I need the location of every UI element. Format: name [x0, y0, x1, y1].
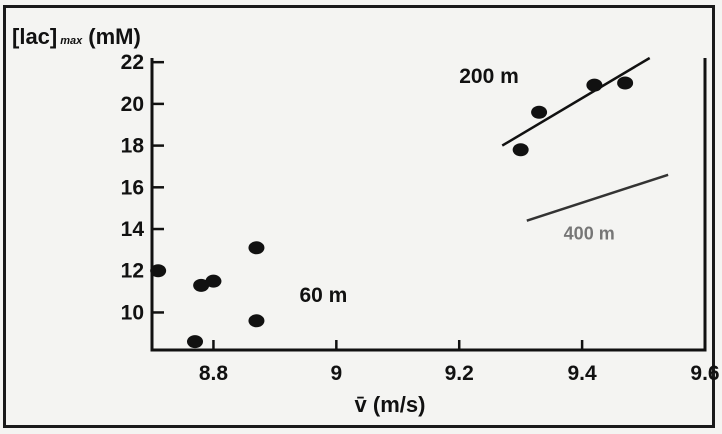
trend-line-200m: [501, 56, 651, 147]
y-axis-title-sub: max: [60, 35, 83, 47]
data-point-60m: [193, 278, 210, 292]
annotation-label: 400 m: [564, 223, 615, 243]
data-point-200m: [586, 78, 603, 92]
data-points: [150, 76, 634, 349]
trend-line-400m: [526, 173, 669, 222]
x-tick-label: 8.8: [199, 362, 229, 385]
data-point-60m: [150, 264, 167, 278]
y-tick-label: 10: [121, 301, 144, 324]
x-tick-label: 9.4: [568, 362, 598, 385]
y-tick-label: 12: [121, 260, 144, 283]
y-tick-label: 18: [121, 135, 145, 158]
y-axis-title-unit: (mM): [88, 24, 141, 49]
data-point-200m: [617, 76, 634, 90]
data-point-60m: [205, 274, 222, 288]
x-axis-ticks: 8.8 9 9.2 9.4 9.6: [199, 340, 720, 385]
x-tick-label: 9.2: [445, 362, 474, 385]
y-tick-label: 16: [121, 176, 144, 199]
figure-border: [3, 5, 715, 428]
plot-frame: [150, 58, 707, 352]
y-axis-ticks: 10 12 14 16 18 20 22: [121, 51, 164, 324]
data-point-200m: [531, 105, 548, 119]
x-tick-label: 9: [330, 362, 342, 385]
y-tick-label: 20: [121, 93, 144, 116]
y-axis-title: [lac] max (mM): [12, 24, 141, 49]
y-axis-title-main: [lac]: [12, 24, 57, 49]
x-tick-label: 9.6: [690, 362, 719, 385]
annotation-label: 200 m: [459, 65, 519, 88]
trend-lines: [501, 56, 669, 222]
data-point-200m: [512, 143, 529, 157]
x-axis-title: v̄ (m/s): [355, 392, 426, 417]
annotations: 200 m 60 m 400 m: [299, 65, 614, 307]
y-tick-label: 22: [121, 51, 144, 74]
data-point-60m: [248, 241, 265, 255]
annotation-label: 60 m: [299, 284, 347, 307]
data-point-60m: [187, 335, 204, 349]
y-tick-label: 14: [121, 218, 145, 241]
data-point-60m: [248, 314, 265, 328]
